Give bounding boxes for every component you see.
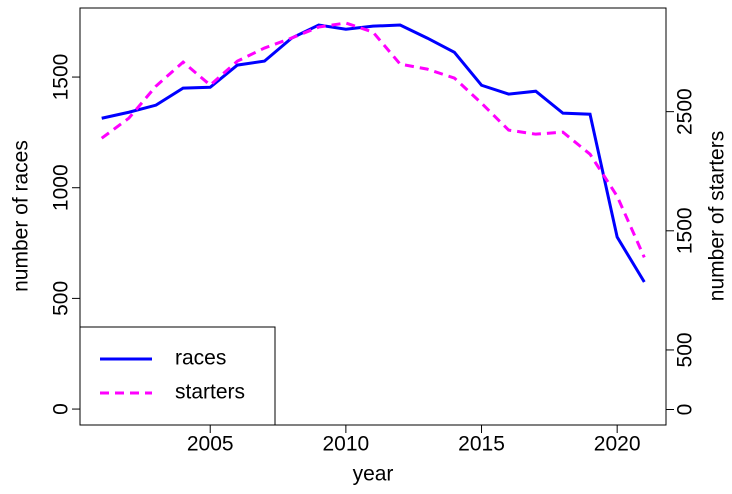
x-tick-label: 2020 [594,433,641,456]
plot-box [79,7,667,426]
x-tick-label: 2015 [458,433,505,456]
y2-axis-label: number of starters [706,131,729,301]
series-line [100,21,646,258]
series-line [101,23,646,283]
y-tick-label: 0 [50,403,73,415]
y-axis-label: number of races [10,140,33,292]
x-axis-label: year [353,463,394,486]
y-tick-label: 500 [50,281,73,316]
legend-box [79,326,276,426]
y2-tick-label: 2500 [674,88,697,135]
y-tick-label: 1500 [50,54,73,101]
legend-label: races [175,347,226,370]
y-tick-label: 1000 [50,164,73,211]
legend-label: starters [175,381,245,404]
y2-tick-label: 0 [674,404,697,416]
x-tick-label: 2005 [187,433,234,456]
x-tick-label: 2010 [323,433,370,456]
y2-tick-label: 1500 [674,207,697,254]
y2-tick-label: 500 [674,332,697,367]
